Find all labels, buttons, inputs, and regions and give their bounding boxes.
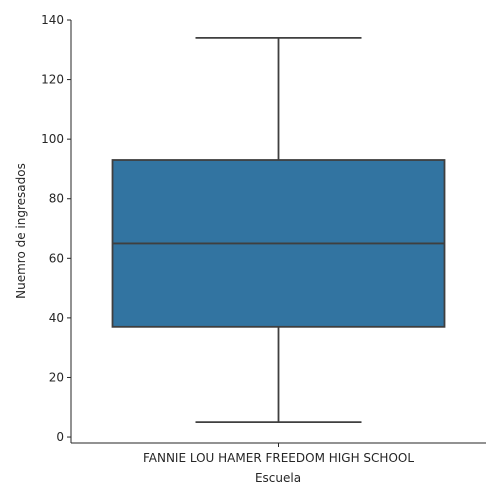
y-tick-label: 20	[49, 370, 64, 384]
x-axis-label: Escuela	[255, 471, 301, 485]
y-tick-label: 0	[56, 430, 64, 444]
box-group	[111, 36, 446, 424]
y-tick-label: 60	[49, 251, 64, 265]
y-tick-label: 100	[41, 132, 64, 146]
y-axis-label: Nuemro de ingresados	[14, 163, 28, 299]
x-axis: FANNIE LOU HAMER FREEDOM HIGH SCHOOL	[71, 442, 486, 465]
y-tick-label: 40	[49, 311, 64, 325]
y-tick-label: 140	[41, 13, 64, 27]
y-axis: 0 20 40 60 80 100 120 140	[41, 13, 72, 444]
boxes	[111, 36, 446, 424]
y-tick-label: 120	[41, 73, 64, 87]
x-tick-label: FANNIE LOU HAMER FREEDOM HIGH SCHOOL	[143, 451, 414, 465]
y-tick-label: 80	[49, 192, 64, 206]
